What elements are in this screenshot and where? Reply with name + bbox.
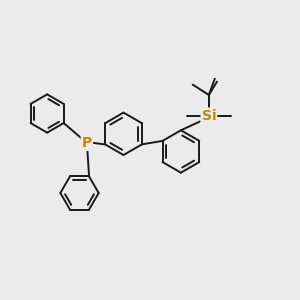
Text: P: P: [82, 136, 92, 150]
Text: Si: Si: [202, 109, 216, 122]
